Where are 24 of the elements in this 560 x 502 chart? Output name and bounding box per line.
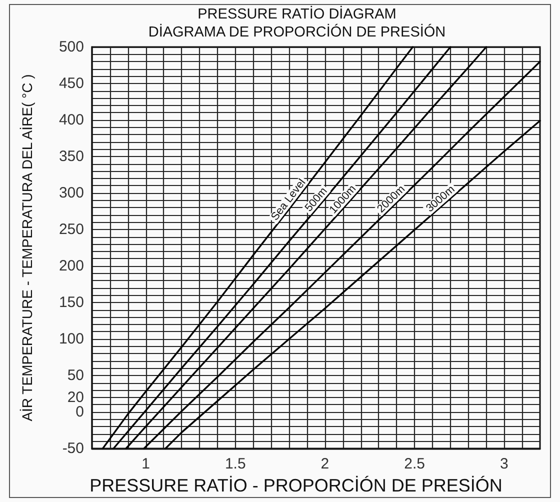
y-tick-label: 400	[58, 112, 84, 128]
y-tick-label: 150	[58, 294, 84, 311]
chart-title: PRESSURE RATİO DİAGRAM	[198, 6, 396, 22]
y-tick-label: 450	[58, 75, 84, 92]
y-tick-label: 300	[58, 184, 84, 202]
x-tick-label: 2.5	[404, 456, 425, 472]
y-tick-label: -50	[62, 440, 84, 457]
line-series	[143, 60, 541, 450]
y-tick-label: 50	[67, 367, 84, 384]
x-tick-label: 3	[500, 456, 508, 472]
x-tick-label: 1.5	[224, 456, 246, 472]
x-tick-label: 2	[320, 456, 330, 472]
y-tick-label: 350	[58, 148, 84, 165]
line-series	[164, 120, 541, 450]
y-tick-label: 0	[76, 404, 84, 420]
y-tick-label: 200	[58, 258, 84, 274]
y-tick-label: 250	[58, 221, 84, 238]
y-axis-title: AİR TEMPERATURE - TEMPERATURA DEL AİRE( °C )	[19, 74, 35, 422]
chart-subtitle: DİAGRAMA DE PROPORCİÓN DE PRESİÓN	[148, 24, 446, 40]
y-tick-label: 100	[58, 330, 84, 348]
x-tick-label: 1	[142, 456, 150, 472]
x-axis-title: PRESSURE RATİO - PROPORCİÓN DE PRESİÓN	[90, 475, 502, 496]
y-tick-label: 500	[58, 38, 84, 56]
y-tick-label: 20	[67, 388, 84, 406]
